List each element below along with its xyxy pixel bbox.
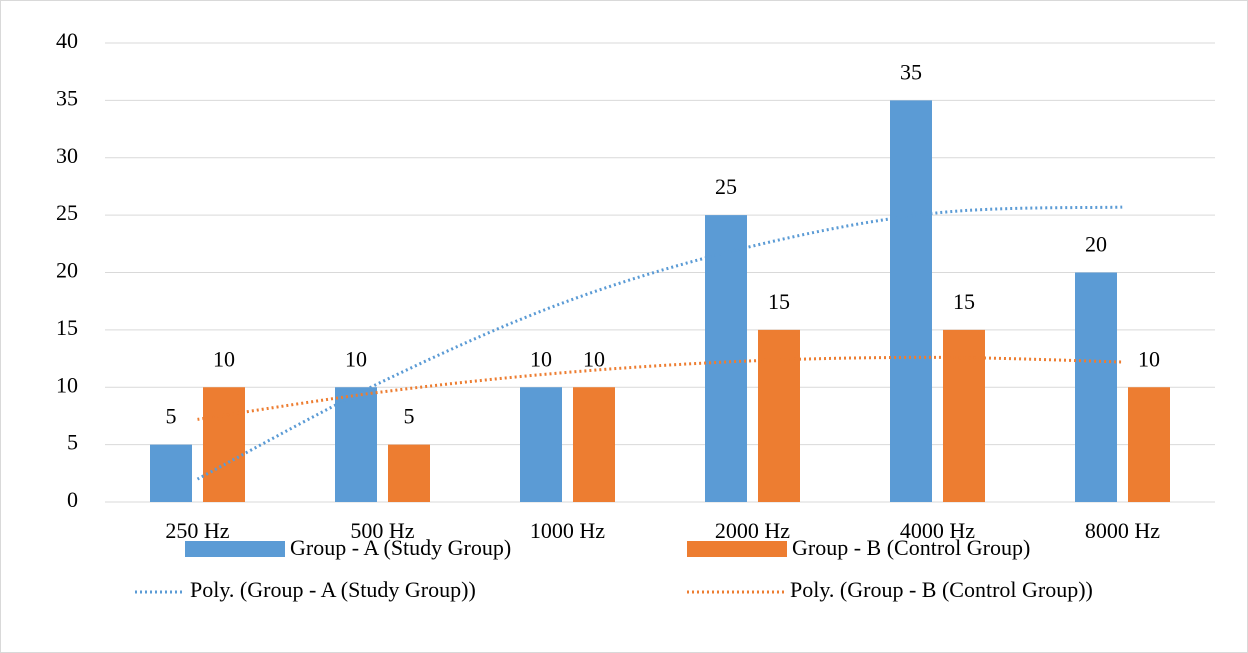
data-label: 15 [768,289,790,314]
y-tick-label: 35 [56,85,78,110]
bar [758,329,800,502]
data-label: 10 [530,346,552,371]
data-label: 10 [1138,346,1160,371]
y-tick-label: 5 [67,430,78,455]
data-label: 10 [213,346,235,371]
data-label: 10 [345,346,367,371]
bar [943,329,985,502]
legend-swatch [687,541,787,557]
data-label: 5 [404,404,415,429]
bar [203,387,245,502]
x-tick-label: 1000 Hz [530,518,605,543]
legend-label: Group - B (Control Group) [792,535,1030,560]
y-tick-label: 40 [56,28,78,53]
data-label: 35 [900,59,922,84]
bar [705,215,747,502]
x-tick-label: 4000 Hz [900,518,975,543]
bar [1075,272,1117,502]
x-tick-label: 8000 Hz [1085,518,1160,543]
legend-label: Poly. (Group - B (Control Group)) [790,577,1093,602]
legend-label: Poly. (Group - A (Study Group)) [190,577,476,602]
bar [520,387,562,502]
y-tick-label: 10 [56,372,78,397]
x-tick-label: 500 Hz [350,518,414,543]
trendline [196,205,1123,481]
x-tick-label: 2000 Hz [715,518,790,543]
bar [388,444,430,502]
data-label: 10 [583,346,605,371]
bar [335,387,377,502]
bar [573,387,615,502]
y-tick-label: 20 [56,258,78,283]
legend-label: Group - A (Study Group) [290,535,511,560]
y-tick-label: 25 [56,200,78,225]
y-tick-label: 0 [67,487,78,512]
data-label: 20 [1085,232,1107,257]
data-label: 15 [953,289,975,314]
bar [890,100,932,502]
data-label: 5 [166,404,177,429]
x-tick-label: 250 Hz [165,518,229,543]
trendline [197,355,1123,421]
data-label: 25 [715,174,737,199]
y-tick-label: 30 [56,143,78,168]
y-tick-label: 15 [56,315,78,340]
legend-swatch [185,541,285,557]
bar [1128,387,1170,502]
bar [150,444,192,502]
